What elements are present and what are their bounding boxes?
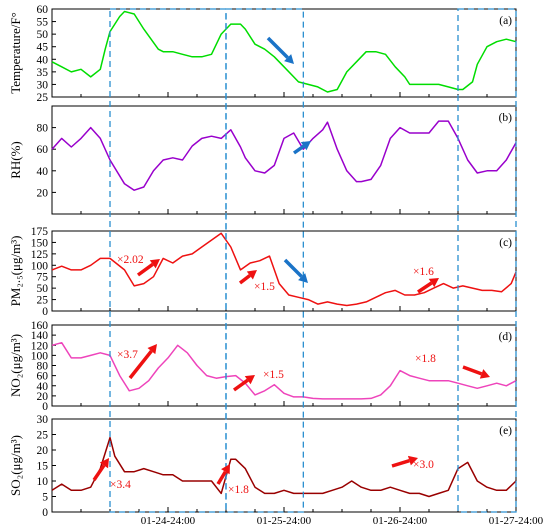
y-tick-label: 75 <box>37 272 49 284</box>
highlight-box <box>225 8 304 513</box>
annotation-e-mid: ×1.8 <box>228 484 249 496</box>
y-tick-label: 0 <box>42 306 48 318</box>
y-tick-label: 0 <box>42 507 48 519</box>
trend-arrow <box>238 270 257 285</box>
panel-frame <box>51 230 517 312</box>
annotation-d-right: ×1.8 <box>415 353 436 365</box>
y-tick-label: 25 <box>37 295 49 307</box>
series-line-temperature <box>51 10 517 93</box>
panel-so2: 0 5 10 15 20 25 30 SO₂(μg/m³) (e) 01-24-24:00 01-2… <box>8 414 544 527</box>
y-tick-label: 150 <box>31 237 49 249</box>
y-axis-label: NO₂(μg/m³) <box>8 334 23 397</box>
annotation-d-left: ×3.7 <box>117 349 138 361</box>
y-axis-label: Temperature/F° <box>8 12 23 94</box>
y-tick-label: 5 <box>42 492 48 504</box>
y-axis-label: SO₂(μg/m³) <box>8 435 23 496</box>
panel-letter: (a) <box>499 15 512 27</box>
series-line-so2 <box>51 436 517 498</box>
x-tick-label: 01-25-24:00 <box>257 515 312 527</box>
y-tick-label: 40 <box>37 381 49 393</box>
series-line-pm25 <box>51 232 517 307</box>
panel-frame <box>51 105 517 215</box>
trend-arrow <box>391 455 418 468</box>
annotation-e-left: ×3.4 <box>110 479 131 491</box>
y-tick-label: 35 <box>37 67 49 79</box>
y-tick-label: 0 <box>42 401 48 413</box>
y-tick-label: 10 <box>37 476 49 488</box>
trend-arrow <box>128 344 157 380</box>
y-tick-label: 125 <box>31 249 49 261</box>
annotation-c-right: ×1.6 <box>413 266 434 278</box>
y-tick-label: 175 <box>31 226 49 238</box>
panel-frame <box>51 418 517 513</box>
x-tick-label: 01-27-24:00 <box>489 515 544 527</box>
panel-rh: 20 40 60 80 RH(%) (b) <box>8 105 517 215</box>
y-tick-label: 80 <box>37 123 49 135</box>
y-tick-label: 100 <box>31 350 49 362</box>
highlight-boxes-layer <box>109 8 517 513</box>
annotation-c-mid: ×1.5 <box>254 281 275 293</box>
trend-arrow <box>92 458 109 481</box>
trend-arrow <box>417 278 439 294</box>
y-tick-label: 15 <box>37 461 49 473</box>
x-tick-label: 01-26-24:00 <box>373 515 428 527</box>
trend-arrow <box>462 365 490 379</box>
y-tick-label: 55 <box>37 17 49 29</box>
annotation-c-left: ×2.02 <box>117 254 144 266</box>
y-tick-label: 60 <box>37 4 49 16</box>
y-tick-label: 20 <box>37 391 49 403</box>
y-tick-label: 80 <box>37 361 49 373</box>
panel-letter: (b) <box>499 112 513 124</box>
trend-arrow <box>216 464 230 485</box>
y-axis-label: RH(%) <box>8 141 23 179</box>
y-tick-label: 160 <box>31 320 49 332</box>
x-tick-label: 01-24-24:00 <box>141 515 196 527</box>
y-tick-label: 60 <box>37 144 49 156</box>
y-tick-label: 20 <box>37 187 49 199</box>
y-tick-label: 50 <box>37 29 49 41</box>
y-tick-label: 45 <box>37 42 49 54</box>
y-tick-label: 120 <box>31 340 49 352</box>
trend-arrow <box>266 36 294 64</box>
y-tick-label: 100 <box>31 260 49 272</box>
panel-letter: (c) <box>499 237 512 249</box>
trend-arrow <box>292 141 311 155</box>
y-tick-label: 40 <box>37 54 49 66</box>
trend-arrow <box>136 259 160 277</box>
trend-arrows-layer <box>92 36 490 485</box>
series-line-rh <box>51 120 517 191</box>
y-tick-label: 30 <box>37 79 49 91</box>
highlight-box <box>457 8 517 513</box>
y-tick-label: 60 <box>37 371 49 383</box>
y-axis-label: PM₂.₅(μg/m³) <box>8 236 23 307</box>
y-tick-label: 30 <box>37 414 49 426</box>
annotation-e-right: ×3.0 <box>413 459 434 471</box>
y-tick-label: 50 <box>37 283 49 295</box>
y-tick-label: 40 <box>37 166 49 178</box>
y-tick-label: 140 <box>31 330 49 342</box>
y-tick-label: 20 <box>37 445 49 457</box>
trend-arrow <box>232 375 255 392</box>
y-tick-label: 25 <box>37 92 49 104</box>
panel-letter: (e) <box>499 425 512 437</box>
annotation-d-mid: ×1.5 <box>263 369 284 381</box>
y-tick-label: 25 <box>37 430 49 442</box>
trend-arrow <box>283 258 308 283</box>
series-line-no2 <box>51 341 517 400</box>
panel-letter: (d) <box>499 331 513 343</box>
